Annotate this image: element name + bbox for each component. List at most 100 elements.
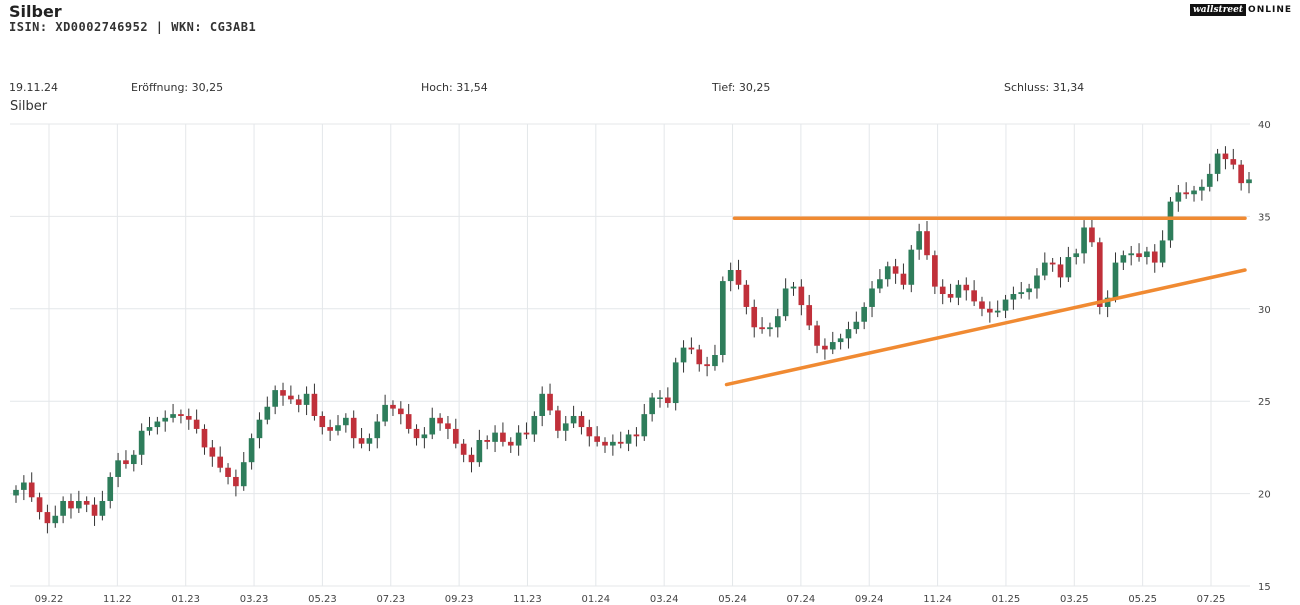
candle-body [570,415,577,424]
candle-body [782,288,789,317]
candle-body [900,273,907,285]
candle-body [162,417,169,422]
candle-body [641,414,648,437]
candle-body [1002,299,1009,311]
candle-body [979,301,985,309]
x-tick-label: 01.23 [171,594,200,605]
candle-body [452,428,459,444]
candle-body [790,286,797,289]
candle-body [539,393,546,416]
candle-body [1183,192,1189,195]
candle-body [1206,173,1213,187]
candle-body [987,308,993,313]
candle-body [52,515,59,524]
y-tick-label: 35 [1258,212,1271,223]
candle-body [633,434,640,437]
candle-body [610,441,616,446]
candles [13,146,1252,534]
candle-body [523,432,530,435]
x-tick-label: 09.23 [445,594,474,605]
candle-body [704,364,710,367]
candle-body [884,266,891,280]
candle-body [1222,153,1229,160]
candle-body [295,399,302,405]
candle-body [1026,288,1032,293]
candle-body [193,419,200,429]
candle-body [1191,190,1197,195]
candle-body [500,432,506,442]
y-tick-label: 25 [1258,397,1271,408]
candle-body [963,284,970,291]
candle-body [555,410,561,431]
x-tick-label: 01.25 [992,594,1021,605]
y-tick-label: 15 [1258,582,1271,593]
candle-body [91,504,98,516]
candle-body [83,500,90,505]
candle-body [806,305,813,326]
candle-body [939,286,946,295]
candle-body [971,290,977,302]
candle-body [1057,264,1064,278]
candle-body [256,419,263,439]
ohlc-close: Schluss: 31,34 [1004,81,1085,94]
x-tick-label: 01.24 [582,594,611,605]
candle-body [350,417,357,439]
candle-body [672,362,679,404]
candle-body [1096,242,1103,307]
candle-body [225,467,231,477]
candle-body [1128,253,1135,256]
candle-body [822,345,828,350]
candle-body [1175,192,1182,202]
candle-body [665,397,671,404]
candle-body [774,316,781,328]
candle-body [397,408,404,415]
y-tick-label: 20 [1258,490,1271,501]
ohlc-low: Tief: 30,25 [712,81,771,94]
candle-body [916,231,922,250]
candle-body [924,231,930,256]
candle-body [1167,201,1174,241]
candle-body [657,397,663,400]
candle-body [719,281,726,355]
candle-body [767,327,773,330]
candle-body [1151,251,1158,263]
candle-body [1246,179,1252,184]
candle-body [429,417,436,435]
brand-logo[interactable]: wallstreet ONLINE [1190,4,1292,16]
candle-body [877,279,883,289]
x-tick-label: 07.25 [1197,594,1226,605]
candle-body [311,393,318,416]
candle-body [343,417,349,426]
candle-body [99,500,106,516]
candle-body [303,393,310,405]
candle-body [751,306,758,328]
candle-body [869,288,875,307]
candle-body [1049,262,1056,265]
candle-body [602,441,608,446]
candle-body [680,347,687,363]
candle-body [233,476,239,487]
candle-body [13,489,19,496]
candle-body [594,436,600,442]
candle-body [531,415,538,435]
candle-body [68,500,74,509]
chart-grid [10,123,1250,587]
x-tick-label: 09.24 [855,594,884,605]
candle-body [366,438,373,444]
candle-body [578,415,585,428]
candle-body [1073,253,1080,258]
candle-body [892,266,899,274]
candle-body [44,512,51,524]
candle-body [837,338,844,343]
ohlc-high: Hoch: 31,54 [421,81,488,94]
x-tick-label: 05.24 [718,594,747,605]
candle-body [335,425,341,431]
trend-lines [724,216,1247,387]
candle-body [1159,240,1166,263]
y-tick-label: 30 [1258,305,1271,316]
candle-body [1034,275,1040,289]
candle-body [115,460,121,477]
candle-body [743,284,750,307]
candle-body [146,427,153,431]
